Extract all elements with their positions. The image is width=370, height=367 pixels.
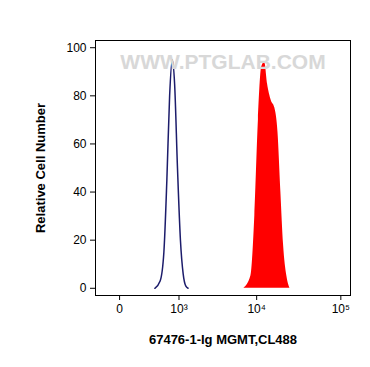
svg-text:40: 40 [73,185,87,199]
svg-text:0: 0 [116,302,123,316]
svg-text:10⁵: 10⁵ [332,302,350,316]
svg-text:80: 80 [73,89,87,103]
svg-text:20: 20 [73,233,87,247]
svg-text:Relative Cell Number: Relative Cell Number [33,103,48,233]
svg-text:100: 100 [66,41,86,55]
svg-text:10⁴: 10⁴ [247,302,266,316]
svg-text:10³: 10³ [170,302,187,316]
svg-text:0: 0 [80,281,87,295]
svg-text:67476-1-Ig MGMT,CL488: 67476-1-Ig MGMT,CL488 [149,332,297,347]
svg-text:WWW.PTGLAB.COM: WWW.PTGLAB.COM [120,50,325,73]
svg-text:60: 60 [73,137,87,151]
